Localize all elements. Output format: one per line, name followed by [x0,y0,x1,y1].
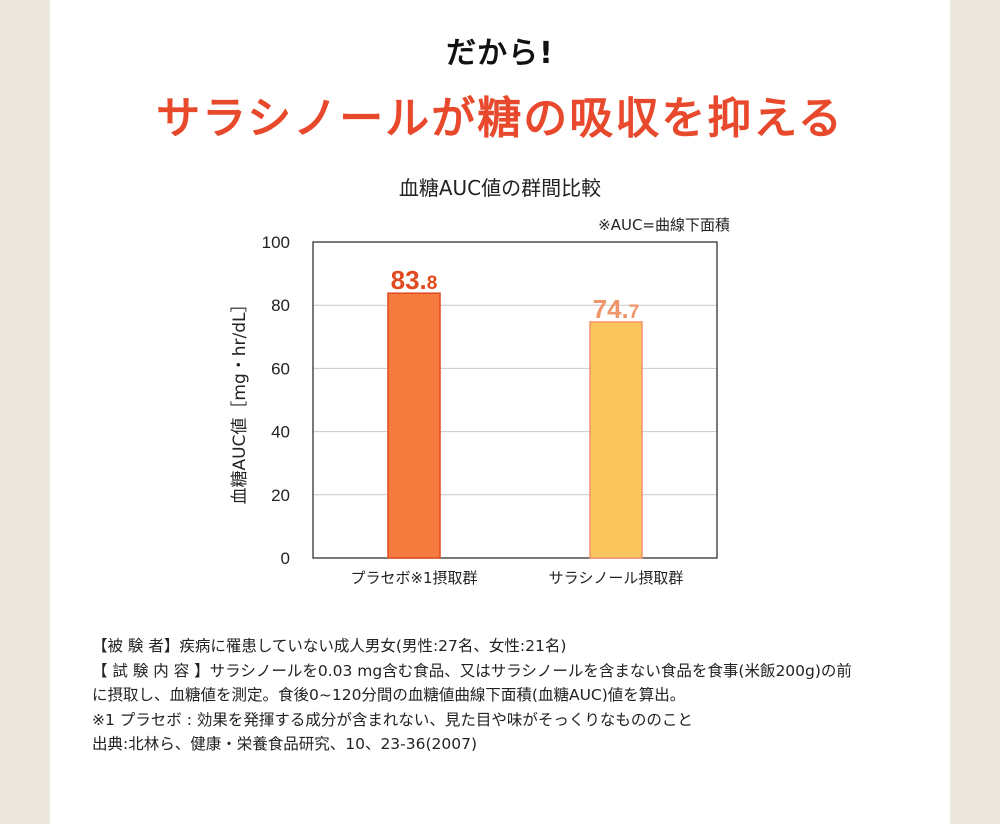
y-tick-label: 100 [262,233,290,252]
note-line: 【被 験 者】疾病に罹患していない成人男女(男性:27名、女性:21名) [92,637,567,655]
y-tick-label: 20 [271,486,290,505]
x-tick-label: プラセボ※1摂取群 [350,569,477,587]
bar [589,321,643,559]
x-tick-label: サラシノール摂取群 [549,569,684,587]
y-tick-label: 60 [271,359,290,378]
chart-title: 血糖AUC値の群間比較 [398,176,602,200]
y-axis-label: 血糖AUC値［mg・hr/dL］ [230,295,250,504]
bar-chart: 0 20 40 60 80 100 血糖AUC値［mg・hr/dL］ 83.8 プラセボ※1摂取… [230,233,718,587]
content-panel: だから! サラシノールが糖の吸収を抑える 血糖AUC値の群間比較 ※AUC=曲線… [50,0,950,824]
y-tick-label: 80 [271,296,290,315]
data-label: 74.7 [593,294,640,324]
plot-area [313,242,717,558]
bar [387,292,441,559]
eyebrow-text: だから! [446,36,554,71]
note-line: ※1 プラセボ : 効果を発揮する成分が含まれない、見た目や味がそっくりなものの… [92,710,693,729]
chart-note: ※AUC=曲線下面積 [598,216,730,234]
y-tick-label: 0 [281,549,290,568]
data-label: 83.8 [391,265,438,295]
study-notes: 【被 験 者】疾病に罹患していない成人男女(男性:27名、女性:21名) 【 試… [92,634,932,757]
plot-frame [312,241,718,559]
headline: サラシノールが糖の吸収を抑える [156,93,844,144]
note-line: 【 試 験 内 容 】サラシノールを0.03 mg含む食品、又はサラシノールを含… [92,661,852,680]
note-line: 出典:北林ら、健康・栄養食品研究、10、23-36(2007) [92,735,478,753]
note-line: に摂取し、血糖値を測定。食後0~120分間の血糖値曲線下面積(血糖AUC)値を算… [92,686,686,704]
y-tick-label: 40 [271,423,290,442]
